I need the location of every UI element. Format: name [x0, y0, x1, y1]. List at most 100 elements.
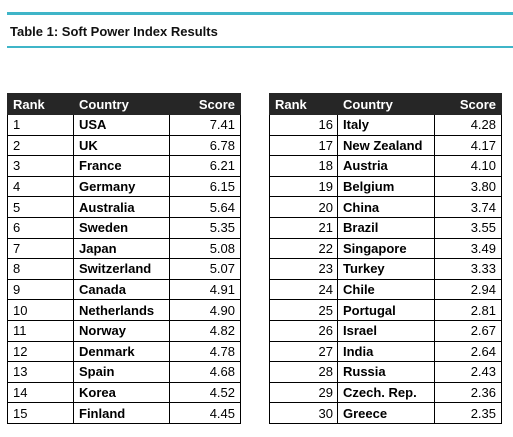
score-cell: 4.68	[169, 361, 241, 383]
rank-header: Rank	[7, 93, 74, 115]
table-row: 13 Spain 4.68	[7, 361, 241, 383]
score-cell: 6.78	[169, 134, 241, 157]
rank-cell: 23	[269, 258, 338, 280]
rank-cell: 21	[269, 216, 338, 239]
table-row: 9 Canada 4.91	[7, 278, 241, 301]
rank-cell: 28	[269, 361, 338, 383]
table-row: 24 Chile 2.94	[269, 278, 502, 301]
score-cell: 2.36	[434, 381, 502, 404]
score-cell: 4.82	[169, 319, 241, 342]
ranking-table-right: Rank Country Score 16 Italy 4.28 17 New Zeal…	[269, 93, 502, 424]
score-cell: 4.10	[434, 155, 502, 177]
rank-cell: 19	[269, 175, 338, 198]
rank-header: Rank	[269, 93, 338, 115]
score-cell: 4.52	[169, 381, 241, 404]
country-cell: Czech. Rep.	[337, 381, 435, 404]
top-rule	[7, 12, 513, 15]
rank-cell: 2	[7, 134, 74, 157]
country-cell: Italy	[337, 114, 435, 136]
rank-cell: 24	[269, 278, 338, 301]
score-cell: 6.15	[169, 175, 241, 198]
table-row: 2 UK 6.78	[7, 134, 241, 157]
rank-cell: 3	[7, 155, 74, 177]
score-cell: 4.45	[169, 402, 241, 424]
country-cell: Finland	[73, 402, 170, 424]
rank-cell: 4	[7, 175, 74, 198]
rank-cell: 8	[7, 258, 74, 280]
score-cell: 2.35	[434, 402, 502, 424]
country-cell: Chile	[337, 278, 435, 301]
table-row: 15 Finland 4.45	[7, 402, 241, 424]
table-row: 26 Israel 2.67	[269, 319, 502, 342]
score-cell: 3.49	[434, 237, 502, 260]
table-row: 19 Belgium 3.80	[269, 175, 502, 198]
country-cell: China	[337, 196, 435, 218]
country-cell: New Zealand	[337, 134, 435, 157]
score-cell: 5.08	[169, 237, 241, 260]
table-row: 28 Russia 2.43	[269, 361, 502, 383]
country-cell: France	[73, 155, 170, 177]
country-cell: Belgium	[337, 175, 435, 198]
table-row: 11 Norway 4.82	[7, 319, 241, 342]
header-row: Rank Country Score	[7, 93, 241, 115]
country-header: Country	[73, 93, 170, 115]
rank-cell: 7	[7, 237, 74, 260]
rank-cell: 25	[269, 299, 338, 321]
rank-cell: 13	[7, 361, 74, 383]
table-row: 23 Turkey 3.33	[269, 258, 502, 280]
country-cell: Australia	[73, 196, 170, 218]
country-cell: India	[337, 340, 435, 363]
rank-cell: 1	[7, 114, 74, 136]
country-cell: Netherlands	[73, 299, 170, 321]
rank-cell: 10	[7, 299, 74, 321]
rank-cell: 6	[7, 216, 74, 239]
table-row: 22 Singapore 3.49	[269, 237, 502, 260]
score-cell: 4.78	[169, 340, 241, 363]
country-cell: Austria	[337, 155, 435, 177]
table-row: 3 France 6.21	[7, 155, 241, 177]
table-row: 12 Denmark 4.78	[7, 340, 241, 363]
table-row: 6 Sweden 5.35	[7, 216, 241, 239]
table-row: 17 New Zealand 4.17	[269, 134, 502, 157]
score-cell: 4.28	[434, 114, 502, 136]
table-row: 25 Portugal 2.81	[269, 299, 502, 321]
rank-cell: 26	[269, 319, 338, 342]
country-cell: Korea	[73, 381, 170, 404]
country-cell: Canada	[73, 278, 170, 301]
country-cell: Norway	[73, 319, 170, 342]
table-row: 1 USA 7.41	[7, 114, 241, 136]
score-cell: 5.35	[169, 216, 241, 239]
country-cell: Sweden	[73, 216, 170, 239]
rank-cell: 15	[7, 402, 74, 424]
score-cell: 4.91	[169, 278, 241, 301]
table-row: 16 Italy 4.28	[269, 114, 502, 136]
rank-cell: 17	[269, 134, 338, 157]
table-row: 30 Greece 2.35	[269, 402, 502, 424]
score-cell: 3.55	[434, 216, 502, 239]
score-cell: 5.64	[169, 196, 241, 218]
rank-cell: 18	[269, 155, 338, 177]
country-cell: Russia	[337, 361, 435, 383]
table-row: 7 Japan 5.08	[7, 237, 241, 260]
score-cell: 3.80	[434, 175, 502, 198]
table-row: 27 India 2.64	[269, 340, 502, 363]
table-row: 8 Switzerland 5.07	[7, 258, 241, 280]
country-cell: Japan	[73, 237, 170, 260]
country-cell: Spain	[73, 361, 170, 383]
score-cell: 2.43	[434, 361, 502, 383]
score-cell: 2.64	[434, 340, 502, 363]
score-cell: 3.74	[434, 196, 502, 218]
score-cell: 2.81	[434, 299, 502, 321]
rank-cell: 14	[7, 381, 74, 404]
score-cell: 2.67	[434, 319, 502, 342]
country-cell: Brazil	[337, 216, 435, 239]
ranking-table-left: Rank Country Score 1 USA 7.41 2 UK 6.78 3 Franc…	[7, 93, 241, 424]
country-cell: Turkey	[337, 258, 435, 280]
score-cell: 4.17	[434, 134, 502, 157]
table-row: 21 Brazil 3.55	[269, 216, 502, 239]
country-header: Country	[337, 93, 435, 115]
score-header: Score	[434, 93, 502, 115]
country-cell: Greece	[337, 402, 435, 424]
table-row: 14 Korea 4.52	[7, 381, 241, 404]
table-row: 10 Netherlands 4.90	[7, 299, 241, 321]
